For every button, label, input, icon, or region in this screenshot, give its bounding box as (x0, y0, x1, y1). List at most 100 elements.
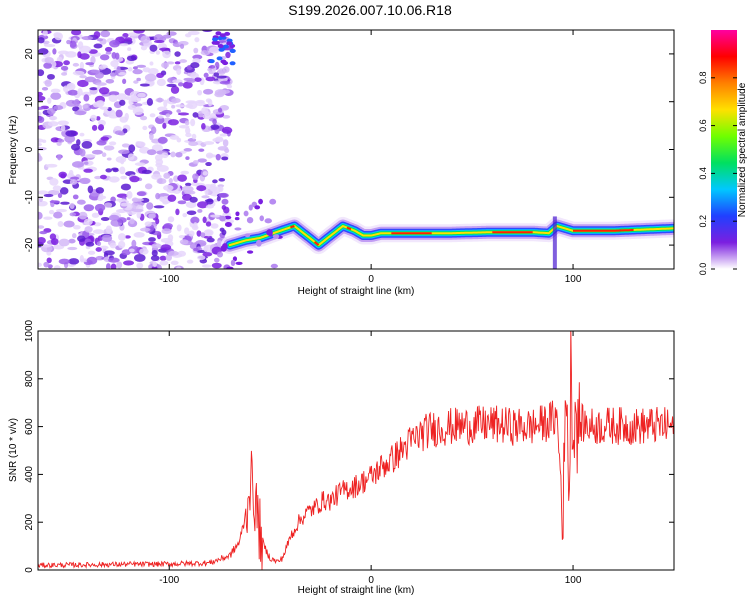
spectrogram-noise-mark (79, 53, 90, 60)
spectrogram-noise-mark (140, 115, 148, 121)
spectrogram-noise-mark (90, 114, 97, 122)
spectrogram-noise-mark (221, 198, 229, 205)
colorbar-label: Normalized spectral amplitude (737, 82, 748, 217)
spectrogram-noise-mark (38, 138, 44, 143)
spectrogram-noise-mark (206, 198, 214, 205)
spectrogram-noise-mark (176, 266, 182, 269)
spectrogram-noise-mark (174, 51, 181, 57)
spectrogram-noise-mark (95, 255, 105, 261)
spectrogram-noise-mark (165, 113, 171, 118)
spectrogram-noise-mark (87, 185, 94, 194)
spectrogram-noise-mark (120, 183, 132, 191)
spectrogram-noise-mark (155, 97, 165, 103)
spectrogram-noise-mark (174, 61, 181, 65)
spectrogram-noise-mark (190, 216, 200, 224)
spectrogram-noise-mark (69, 179, 78, 185)
spectrogram-noise-mark (116, 65, 121, 74)
spectrogram-noise-mark (217, 44, 224, 49)
spectrogram-noise-mark (53, 211, 63, 219)
spectrogram-noise-mark (208, 65, 216, 69)
spectrogram-noise-mark (219, 133, 228, 137)
spectrogram-noise-mark (182, 193, 192, 201)
spectrogram-noise-mark (77, 79, 89, 88)
spectrogram-noise-mark (192, 160, 199, 165)
spectrogram-noise-mark (202, 216, 207, 224)
spectrogram-noise-mark (95, 247, 102, 252)
spectrogram-noise-mark (162, 122, 167, 129)
spectrogram-noise-mark (99, 174, 107, 180)
spectrogram-noise-mark (155, 50, 161, 55)
spectrogram-noise-mark (41, 244, 52, 248)
spectrogram-noise-mark (221, 204, 227, 210)
spectrogram-noise-mark (202, 113, 213, 120)
spectrogram-noise-mark (209, 214, 221, 218)
spectrogram-noise-mark (46, 257, 52, 264)
spectrogram-noise-mark (212, 118, 217, 125)
spectrogram-noise-mark (167, 119, 179, 126)
spectrogram-noise-mark (95, 187, 105, 194)
spectrogram-noise-mark (55, 208, 67, 213)
spectrogram-noise-mark (41, 86, 49, 91)
spectrogram-noise-mark (212, 37, 219, 42)
spectrogram-noise-mark (246, 216, 254, 224)
spectrogram-noise-mark (69, 212, 77, 217)
spectrogram-noise-mark (208, 59, 215, 64)
spectrogram-noise-mark (57, 220, 64, 227)
spectrogram-noise-mark (155, 158, 164, 166)
spectrogram-noise-mark (53, 244, 65, 250)
spectrogram-noise-mark (176, 137, 182, 143)
spectrogram-noise-mark (109, 72, 117, 77)
spectrogram-noise-mark (109, 141, 117, 146)
spectrogram-noise-mark (147, 68, 159, 75)
spectrogram-noise-mark (190, 72, 199, 79)
spectrogram-noise-mark (185, 126, 191, 135)
snr-ytick-label: 0 (24, 567, 35, 573)
spectrogram-noise-mark (67, 246, 78, 251)
spectrogram-noise-mark (159, 47, 171, 51)
spectrogram-noise-mark (167, 216, 175, 223)
spectrogram-noise-mark (255, 239, 262, 247)
spectrogram-noise-mark (124, 37, 133, 42)
spectrogram-noise-mark (45, 163, 58, 168)
spectrogram-noise-mark (182, 81, 193, 89)
spectrogram-noise-mark (210, 223, 219, 229)
spectrogram-noise-mark (72, 70, 85, 76)
spectrogram-noise-mark (84, 226, 93, 233)
spectrogram-noise-mark (191, 133, 197, 140)
spectrogram-noise-mark (38, 190, 49, 195)
spectrogram-noise-mark (115, 109, 123, 118)
spectrogram-noise-mark (212, 80, 223, 85)
spectrogram-noise-mark (95, 116, 101, 121)
spectrogram-noise-mark (223, 44, 230, 49)
spectrogram-noise-mark (217, 68, 226, 75)
spectrogram-noise-mark (66, 83, 74, 89)
spectrogram-noise-mark (100, 245, 109, 250)
spectrogram-noise-mark (185, 104, 194, 109)
spectrogram-noise-mark (140, 35, 151, 44)
spectrogram-noise-mark (202, 252, 213, 257)
spectrogram-noise-mark (213, 72, 220, 77)
spectrogram-noise-mark (168, 177, 173, 184)
spectrogram-noise-mark (38, 48, 49, 55)
spectrogram-noise-mark (38, 196, 43, 203)
spectrogram-noise-mark (133, 232, 145, 238)
spectrogram-noise-mark (222, 139, 229, 147)
spectrogram-noise-mark (64, 134, 76, 143)
colorbar-tick-label: 0.0 (698, 263, 708, 276)
spectrogram-noise-mark (185, 156, 190, 161)
spectrogram-noise-mark (177, 174, 188, 182)
spectrogram-noise-mark (146, 149, 157, 156)
spectrogram-noise-mark (81, 140, 93, 149)
spectrogram-noise-mark (194, 77, 202, 82)
spectrogram-noise-mark (184, 120, 190, 126)
spectrogram-noise-mark (152, 261, 157, 268)
spectrogram-noise-mark (96, 140, 107, 146)
spectrogram-noise-mark (133, 253, 146, 262)
spectrogram-noise-mark (203, 72, 209, 78)
spectrogram-noise-mark (91, 124, 98, 131)
spectrogram-noise-mark (157, 115, 164, 119)
colorbar-tick-label: 0.6 (698, 119, 708, 132)
spectrogram-noise-mark (63, 60, 70, 66)
spectrogram-noise-mark (137, 92, 146, 98)
spectrogram-noise-mark (215, 136, 224, 142)
